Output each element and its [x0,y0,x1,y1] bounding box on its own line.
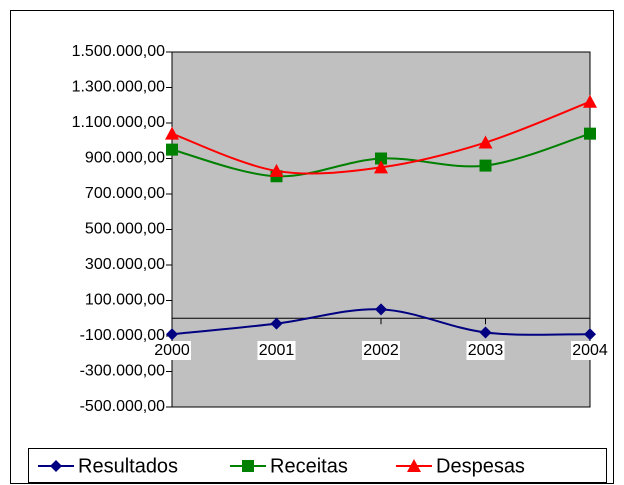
marker [166,328,178,341]
marker [242,460,254,472]
marker [407,459,421,472]
legend-box [28,448,607,483]
marker [583,94,597,108]
y-tick-label: 900.000,00 [85,150,165,167]
marker [166,143,178,156]
marker [270,317,283,330]
y-tick-label: 500.000,00 [85,221,165,238]
marker [269,163,284,177]
x-label-bg [466,341,505,360]
y-tick-label: 100.000,00 [85,292,165,309]
y-tick-label: -500.000,00 [80,398,166,415]
y-tick-label: -300.000,00 [80,363,166,380]
marker [479,159,492,172]
y-tick-label: -100.000,00 [80,327,166,344]
x-tick-label: 2004 [572,342,608,359]
marker [374,160,388,174]
x-tick-label: 2002 [363,342,399,359]
legend-label: Despesas [436,455,525,477]
x-tick-label: 2001 [259,342,295,359]
marker [479,326,492,339]
y-tick-label: 1.100.000,00 [72,114,166,131]
y-tick-label: 1.500.000,00 [72,43,166,60]
marker [165,126,179,140]
x-label-bg [362,341,400,360]
x-tick-label: 2000 [154,342,190,359]
marker [50,460,62,472]
x-label-bg [571,341,609,360]
marker [584,328,596,341]
x-tick-label: 2003 [468,342,504,359]
legend-label: Receitas [270,455,348,477]
y-tick-label: 300.000,00 [85,256,165,273]
marker [584,127,596,140]
marker [375,152,387,165]
marker [478,135,493,149]
x-label-bg [153,341,191,360]
x-label-bg [257,341,296,360]
legend-label: Resultados [78,455,178,477]
y-tick-label: 1.300.000,00 [72,79,166,96]
marker [375,303,387,316]
y-tick-label: 700.000,00 [85,185,165,202]
